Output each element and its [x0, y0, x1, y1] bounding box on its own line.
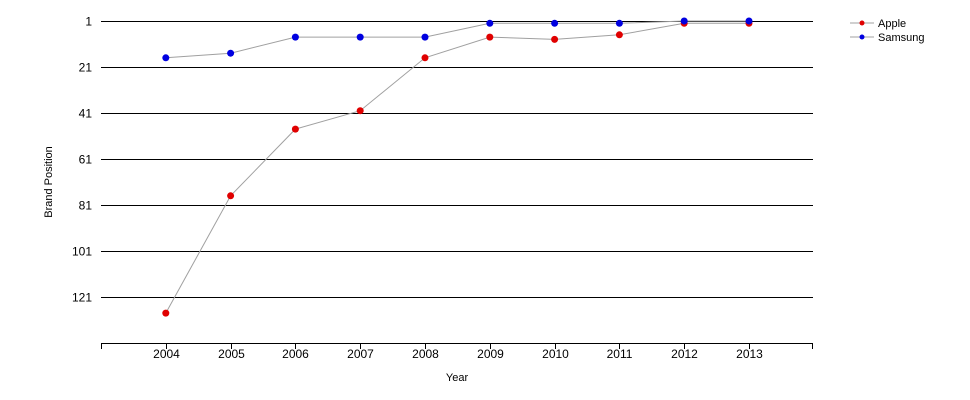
- y-tick-label: 61: [79, 153, 93, 167]
- legend-marker: [859, 34, 865, 40]
- legend-marker: [859, 20, 865, 26]
- gridlines: [101, 21, 813, 298]
- legend-label: Samsung: [878, 32, 924, 44]
- y-tick-label: 21: [79, 61, 93, 75]
- data-point-apple: [486, 33, 494, 41]
- x-tick-label: 2008: [412, 347, 439, 361]
- data-point-apple: [227, 192, 235, 200]
- data-point-apple: [615, 31, 623, 39]
- data-point-apple: [551, 35, 559, 43]
- x-tick-label: 2005: [218, 347, 245, 361]
- x-tick-label: 2004: [153, 347, 180, 361]
- data-point-apple: [356, 107, 364, 115]
- series-line-samsung: [165, 20, 749, 59]
- x-tick-label: 2012: [671, 347, 698, 361]
- y-tick-label: 121: [72, 291, 92, 305]
- data-point-apple: [421, 54, 429, 62]
- x-tick-label: 2011: [607, 347, 633, 361]
- x-axis-title: Year: [446, 372, 469, 384]
- x-tick-label: 2010: [542, 347, 569, 361]
- x-tick-label: 2009: [477, 347, 504, 361]
- data-point-apple: [291, 125, 299, 133]
- y-axis-title: Brand Position: [43, 146, 55, 218]
- data-point-samsung: [421, 33, 429, 41]
- data-point-samsung: [162, 54, 170, 62]
- series: [162, 17, 753, 317]
- x-tick-label: 2006: [282, 347, 309, 361]
- x-tick-label: 2013: [736, 347, 763, 361]
- data-point-samsung: [291, 33, 299, 41]
- series-line-apple: [165, 22, 749, 314]
- x-tick-label: 2007: [347, 347, 374, 361]
- data-point-samsung: [680, 17, 688, 25]
- y-tick-label: 101: [72, 245, 92, 259]
- data-point-samsung: [486, 19, 494, 27]
- data-point-apple: [162, 309, 170, 317]
- data-point-samsung: [551, 19, 559, 27]
- y-tick-label: 1: [85, 15, 92, 29]
- data-point-samsung: [615, 19, 623, 27]
- data-point-samsung: [745, 17, 753, 25]
- data-point-samsung: [356, 33, 364, 41]
- y-tick-label: 81: [79, 199, 93, 213]
- data-point-samsung: [227, 49, 235, 57]
- legend-label: Apple: [878, 18, 906, 30]
- legend: Apple Samsung: [850, 18, 924, 44]
- y-tick-label: 41: [79, 107, 93, 121]
